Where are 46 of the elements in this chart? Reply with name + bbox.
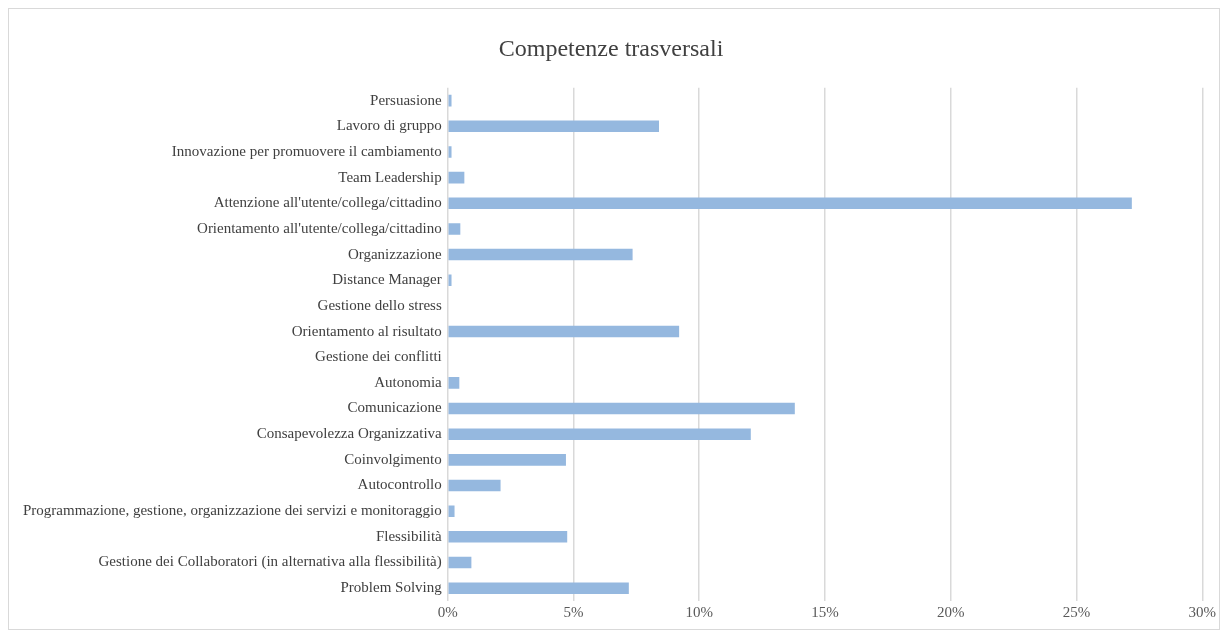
y-tick-label: Persuasione bbox=[370, 91, 443, 108]
x-tick-label: 25% bbox=[1062, 603, 1091, 620]
bar bbox=[448, 146, 452, 158]
y-tick-label: Team Leadership bbox=[338, 168, 442, 185]
x-tick-label: 15% bbox=[811, 603, 839, 620]
x-tick-label: 30% bbox=[1188, 603, 1216, 620]
y-tick-label: Orientamento al risultato bbox=[291, 322, 442, 339]
y-tick-label: Organizzazione bbox=[347, 245, 443, 262]
y-tick-label: Consapevolezza Organizzativa bbox=[256, 425, 443, 442]
bar bbox=[448, 197, 1132, 210]
bar bbox=[448, 454, 566, 466]
bar bbox=[448, 556, 472, 569]
bar bbox=[448, 248, 633, 261]
y-tick-label: Gestione dello stress bbox=[317, 296, 442, 313]
bar bbox=[448, 274, 452, 287]
y-tick-label: Gestione dei Collaboratori (in alternativa alla flessibilità) bbox=[98, 553, 442, 571]
bar bbox=[448, 94, 452, 107]
y-tick-label: Coinvolgimento bbox=[344, 450, 442, 467]
bar bbox=[448, 171, 465, 184]
bar bbox=[448, 120, 660, 133]
y-tick-label: Lavoro di gruppo bbox=[336, 117, 442, 134]
y-tick-label: Distance Manager bbox=[332, 271, 442, 288]
y-tick-label: Orientamento all'utente/collega/cittadino bbox=[197, 219, 442, 236]
y-tick-label: Problem Solving bbox=[340, 579, 443, 596]
bar bbox=[448, 223, 461, 235]
bar bbox=[448, 479, 501, 492]
y-tick-label: Comunicazione bbox=[347, 399, 443, 416]
bar bbox=[448, 428, 751, 440]
x-tick-label: 5% bbox=[563, 603, 584, 620]
bar bbox=[448, 325, 680, 338]
y-tick-label: Gestione dei conflitti bbox=[315, 348, 442, 365]
bar bbox=[448, 402, 795, 415]
x-tick-label: 0% bbox=[437, 603, 458, 620]
y-tick-label: Innovazione per promuovere il cambiamento bbox=[171, 142, 442, 159]
y-tick-label: Programmazione, gestione, organizzazione dei servizi e monitoraggio bbox=[23, 502, 442, 519]
y-tick-label: Attenzione all'utente/collega/cittadino bbox=[213, 194, 442, 211]
y-tick-label: Autonomia bbox=[374, 373, 443, 390]
bar bbox=[448, 377, 460, 389]
x-tick-label: 20% bbox=[937, 603, 965, 620]
bar bbox=[448, 582, 629, 594]
x-tick-label: 10% bbox=[685, 603, 713, 620]
bar bbox=[448, 531, 568, 543]
y-tick-label: Flessibilità bbox=[375, 527, 443, 544]
y-tick-label: Autocontrollo bbox=[357, 476, 442, 493]
bar bbox=[448, 505, 455, 517]
chart-title: Competenze trasversali bbox=[498, 34, 724, 61]
